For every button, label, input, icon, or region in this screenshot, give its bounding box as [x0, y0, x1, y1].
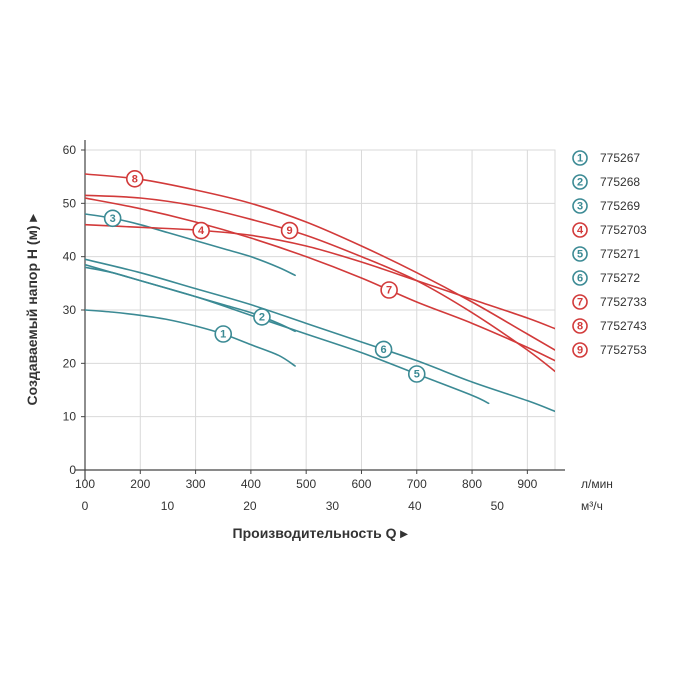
- curve-marker-label-4: 4: [198, 225, 205, 237]
- svg-text:20: 20: [63, 356, 77, 370]
- svg-text:300: 300: [186, 477, 206, 491]
- legend-marker-num-7: 7: [577, 297, 583, 309]
- svg-text:20: 20: [243, 499, 257, 513]
- svg-text:50: 50: [63, 196, 77, 210]
- svg-text:30: 30: [326, 499, 340, 513]
- legend-label-5: 775271: [600, 247, 640, 261]
- legend-marker-num-2: 2: [577, 177, 583, 189]
- curve-marker-label-5: 5: [414, 369, 420, 381]
- svg-text:600: 600: [351, 477, 371, 491]
- svg-text:40: 40: [408, 499, 422, 513]
- svg-text:200: 200: [130, 477, 150, 491]
- curve-marker-label-2: 2: [259, 311, 265, 323]
- bg: [0, 0, 700, 700]
- legend-marker-num-1: 1: [577, 153, 583, 165]
- svg-text:60: 60: [63, 143, 77, 157]
- legend-marker-num-3: 3: [577, 201, 583, 213]
- legend-label-6: 775272: [600, 271, 640, 285]
- legend: 1 775267 2 775268 3 775269 4 7752703 5 775271 6 775…: [573, 151, 647, 357]
- legend-marker-num-9: 9: [577, 345, 583, 357]
- svg-text:700: 700: [407, 477, 427, 491]
- svg-text:800: 800: [462, 477, 482, 491]
- x-unit-2: м³/ч: [581, 499, 603, 513]
- svg-text:0: 0: [82, 499, 89, 513]
- y-axis-label: Создаваемый напор H (м) ▸: [24, 214, 40, 406]
- svg-text:500: 500: [296, 477, 316, 491]
- svg-text:10: 10: [161, 499, 175, 513]
- legend-label-2: 775268: [600, 175, 640, 189]
- x-unit-1: л/мин: [581, 477, 613, 491]
- svg-text:30: 30: [63, 303, 77, 317]
- curve-marker-label-6: 6: [381, 344, 387, 356]
- curve-marker-label-3: 3: [110, 213, 116, 225]
- pump-curves-chart: 0102030405060100200300400500600700800900…: [0, 0, 700, 700]
- legend-label-8: 7752743: [600, 319, 647, 333]
- curve-marker-label-9: 9: [287, 225, 293, 237]
- legend-label-3: 775269: [600, 199, 640, 213]
- svg-text:100: 100: [75, 477, 95, 491]
- curve-marker-label-8: 8: [132, 173, 138, 185]
- legend-label-4: 7752703: [600, 223, 647, 237]
- legend-marker-num-5: 5: [577, 249, 583, 261]
- legend-label-9: 7752753: [600, 343, 647, 357]
- curve-marker-label-1: 1: [220, 329, 226, 341]
- svg-text:400: 400: [241, 477, 261, 491]
- svg-text:50: 50: [491, 499, 505, 513]
- svg-text:0: 0: [69, 463, 76, 477]
- legend-label-1: 775267: [600, 151, 640, 165]
- legend-marker-num-6: 6: [577, 273, 583, 285]
- svg-text:900: 900: [517, 477, 537, 491]
- chart-container: 0102030405060100200300400500600700800900…: [0, 0, 700, 700]
- legend-marker-num-4: 4: [577, 225, 584, 237]
- x-axis-label: Производительность Q ▸: [233, 525, 409, 541]
- svg-text:40: 40: [63, 250, 77, 264]
- svg-text:10: 10: [63, 410, 77, 424]
- legend-label-7: 7752733: [600, 295, 647, 309]
- legend-marker-num-8: 8: [577, 321, 583, 333]
- curve-marker-label-7: 7: [386, 285, 392, 297]
